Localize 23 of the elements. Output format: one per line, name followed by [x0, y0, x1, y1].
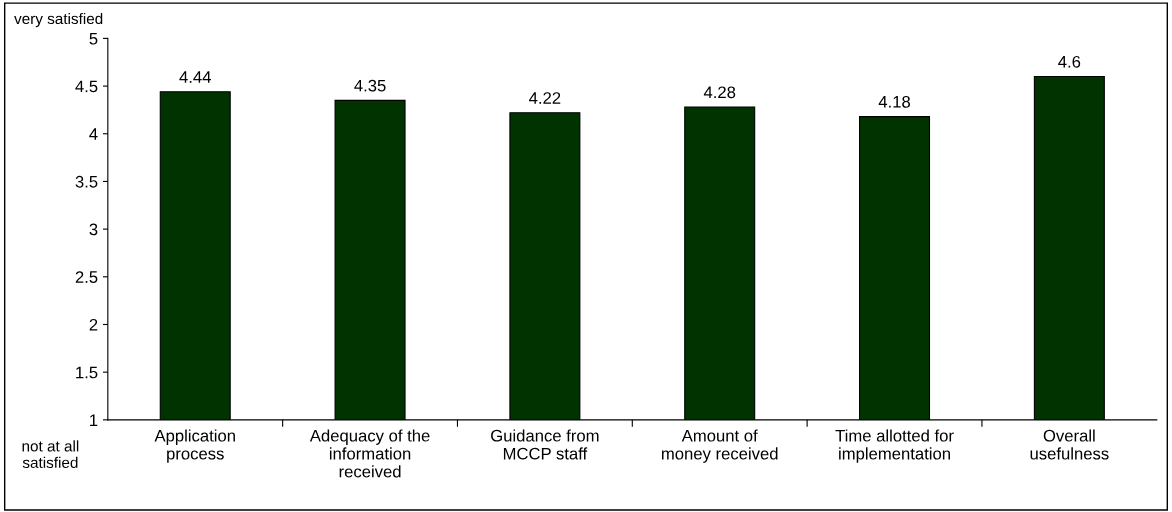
x-tick-label: Application process [154, 429, 235, 463]
text: not at all satisfied [22, 440, 79, 468]
x-tick-label: Guidance from MCCP staff [491, 429, 599, 460]
data-label: 4.18 [878, 95, 911, 108]
data-label: 4.28 [703, 86, 736, 99]
data-label: 4.35 [354, 79, 386, 92]
x-tick-label: Amount of money received [661, 429, 778, 463]
x-tick-label: Adequacy of the information received [309, 429, 430, 478]
y-tick-label: 2 [89, 318, 98, 331]
y-tick-label: 4.5 [75, 80, 98, 93]
y-tick-label: 1.5 [76, 366, 98, 379]
y-tick-label: 2.5 [75, 271, 98, 283]
x-tick-label: Overall usefulness [1030, 429, 1109, 460]
data-label: 4.22 [529, 92, 561, 104]
y-tick-label: 5 [89, 32, 98, 45]
x-tick-label: Time allotted for implementation [835, 429, 954, 463]
y-tick-label: 3 [89, 223, 98, 236]
data-label: 4.44 [179, 71, 211, 83]
y-tick-label: 1 [90, 414, 98, 426]
y-tick-label: 3.5 [75, 175, 98, 188]
text: very satisfied [14, 12, 103, 28]
y-tick-label: 4 [89, 128, 98, 140]
data-label: 4.6 [1058, 55, 1081, 68]
